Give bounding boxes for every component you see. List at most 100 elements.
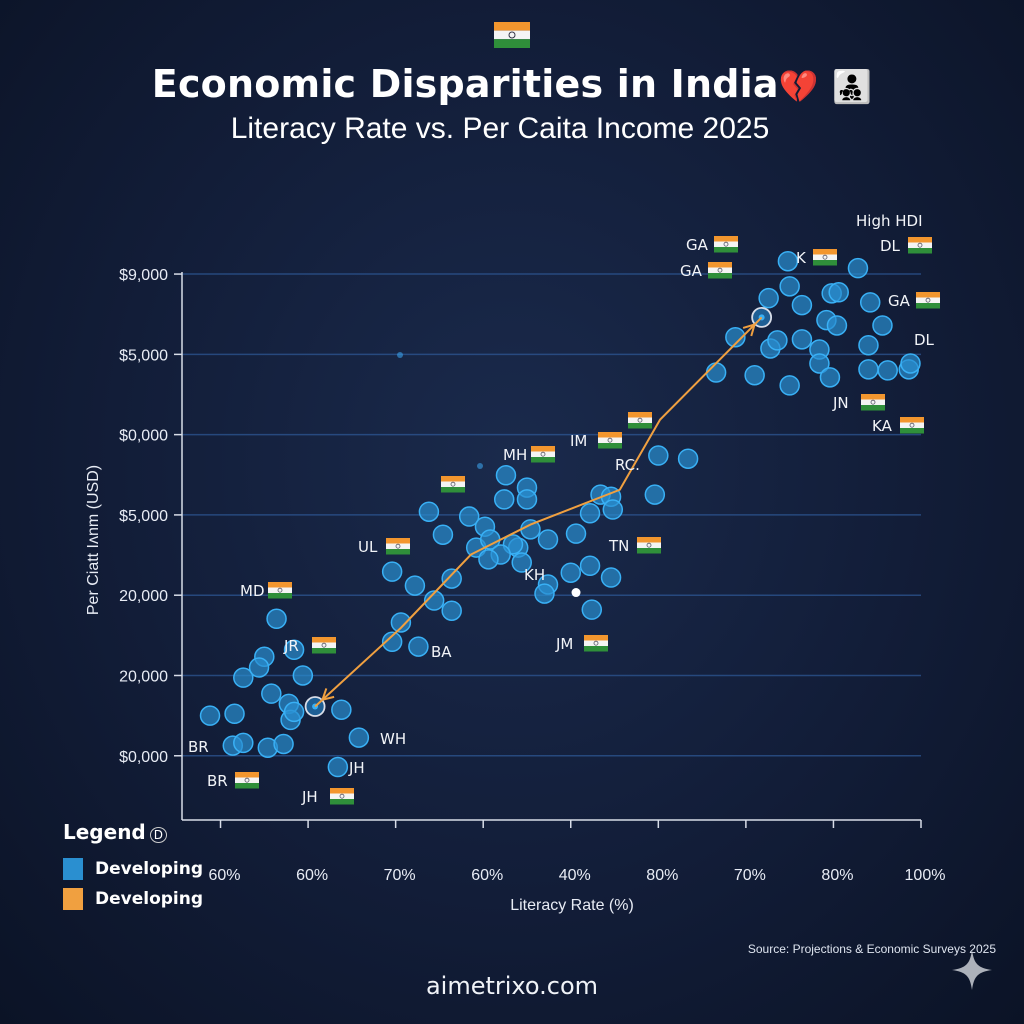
india-flag-icon (637, 537, 661, 554)
flag-chakra (607, 437, 613, 443)
flag-band (312, 648, 336, 654)
data-point (432, 524, 454, 545)
annotation-label: K (796, 249, 807, 267)
data-point (872, 315, 893, 336)
y-tick-label: 20,000 (119, 668, 168, 685)
annotation-label: KH (524, 566, 545, 584)
flag-band (235, 777, 259, 783)
data-point (441, 568, 462, 589)
flag-band (813, 249, 837, 255)
annotation-label: GA (888, 292, 911, 310)
x-tick-label: 80% (646, 867, 678, 884)
data-point (458, 506, 480, 527)
data-point (283, 701, 305, 723)
legend-swatch-orange (63, 888, 83, 910)
annotation-label: JH (348, 759, 365, 777)
state-annotation: DL (914, 331, 935, 349)
data-point (644, 484, 666, 505)
flag-band (531, 457, 555, 463)
data-point (537, 529, 559, 550)
data-point (819, 367, 841, 388)
footer-site[interactable]: aimetrixo.com (425, 972, 599, 1000)
data-point (418, 501, 440, 522)
annotation-label: GA (686, 236, 709, 254)
data-point (404, 575, 426, 596)
data-point (828, 282, 849, 303)
x-axis-label: Literacy Rate (%) (510, 897, 634, 914)
flag-band (628, 417, 652, 423)
flag-chakra (593, 640, 599, 646)
data-point (579, 503, 601, 524)
flag-band (637, 537, 661, 543)
flag-chakra (395, 543, 401, 549)
legend-title-text: Legend (63, 820, 146, 844)
x-tick-label: 80% (821, 867, 853, 884)
data-point (859, 292, 881, 313)
india-flag-icon (584, 635, 608, 652)
legend-item-developing-orange: Developing (63, 888, 203, 910)
y-tick-label: $9,000 (119, 267, 168, 284)
y-tick-label: $5,000 (119, 508, 168, 525)
y-tick-label: $0,000 (119, 749, 168, 766)
data-point (826, 315, 848, 336)
flag-band (714, 236, 738, 242)
flag-band (900, 417, 924, 423)
flag-band (900, 428, 924, 434)
chart-subtitle: Literacy Rate vs. Per Caita Income 2025 (230, 112, 770, 145)
state-annotation: RC. (615, 456, 640, 474)
flag-band (861, 405, 885, 411)
state-annotation: High HDI (856, 212, 923, 230)
flag-band (441, 476, 465, 482)
india-flag-icon (598, 432, 622, 449)
chart-title: Economic Disparities in India💔 👨‍👧‍👦 (0, 62, 1024, 106)
india-flag-icon (628, 412, 652, 429)
flag-band (330, 799, 354, 805)
state-annotation: GA (888, 292, 940, 310)
data-point (809, 353, 830, 374)
india-flag-icon (386, 538, 410, 555)
flag-band (908, 242, 932, 248)
flag-band (714, 241, 738, 247)
data-point (331, 699, 352, 720)
annotation-label: RC. (615, 456, 640, 474)
annotation-label: TN (608, 537, 629, 555)
data-point (199, 705, 221, 726)
flag-band (708, 267, 732, 273)
flag-band (268, 587, 292, 593)
title-text: Economic Disparities in India (151, 62, 779, 106)
india-flag-icon (714, 236, 738, 253)
data-point (744, 364, 765, 386)
data-point (779, 375, 800, 396)
flag-band (268, 593, 292, 599)
india-flag-icon (708, 262, 732, 279)
flag-band (598, 432, 622, 438)
legend-label: Developing (95, 859, 204, 879)
flag-band (330, 788, 354, 794)
flag-band (441, 481, 465, 487)
flag-band (598, 437, 622, 443)
data-point (534, 583, 555, 604)
flag-band (584, 646, 608, 652)
axes (181, 272, 921, 821)
x-tick-label: 100% (905, 867, 946, 884)
data-point (877, 360, 898, 381)
flag-band (916, 292, 940, 298)
marker-point (571, 588, 581, 598)
flag-chakra (909, 422, 915, 428)
india-flag-icon (441, 476, 465, 493)
data-point (233, 667, 254, 688)
data-point (791, 294, 813, 316)
state-annotation: JM (555, 635, 608, 653)
y-axis-label: Per Ciatt Iʌnm (USD) (85, 465, 102, 615)
annotation-label: JH (301, 788, 318, 806)
state-annotation: IM (570, 432, 622, 450)
flag-band (598, 443, 622, 449)
flag-band (813, 260, 837, 266)
broken-heart-icon: 💔 (778, 67, 819, 106)
x-tick-label: 60% (296, 867, 328, 884)
flag-band (628, 412, 652, 418)
faint-point (477, 463, 483, 469)
annotation-label: JR (283, 637, 299, 655)
india-flag-icon (813, 249, 837, 266)
trend-arrowhead-end (742, 323, 757, 337)
